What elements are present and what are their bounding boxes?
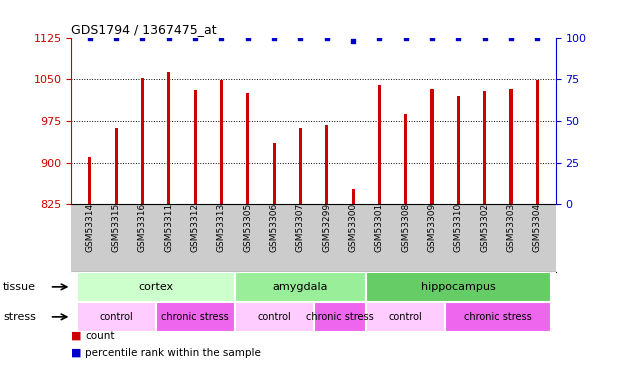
Text: control: control bbox=[99, 312, 133, 322]
Bar bbox=[430, 88, 433, 204]
Point bbox=[427, 35, 437, 41]
Text: chronic stress: chronic stress bbox=[306, 312, 374, 322]
Point bbox=[243, 35, 253, 41]
Bar bbox=[536, 80, 539, 204]
Point bbox=[137, 35, 147, 41]
Bar bbox=[235, 302, 314, 332]
Bar bbox=[483, 92, 486, 204]
Text: tissue: tissue bbox=[3, 282, 36, 292]
Point bbox=[190, 35, 200, 41]
Point bbox=[85, 35, 95, 41]
Bar bbox=[314, 302, 366, 332]
Bar bbox=[167, 72, 170, 204]
Point bbox=[111, 35, 121, 41]
Bar bbox=[194, 90, 197, 204]
Point bbox=[453, 35, 463, 41]
Bar bbox=[235, 272, 366, 302]
Text: cortex: cortex bbox=[138, 282, 173, 292]
Bar bbox=[509, 88, 512, 204]
Bar bbox=[351, 189, 355, 204]
Point bbox=[506, 35, 516, 41]
Bar bbox=[299, 128, 302, 204]
Text: ■: ■ bbox=[71, 331, 82, 340]
Point bbox=[374, 35, 384, 41]
Text: control: control bbox=[389, 312, 423, 322]
Bar bbox=[404, 114, 407, 204]
Bar bbox=[445, 302, 551, 332]
Point bbox=[401, 35, 410, 41]
Point bbox=[532, 35, 542, 41]
Text: chronic stress: chronic stress bbox=[161, 312, 229, 322]
Point bbox=[322, 35, 332, 41]
Text: amygdala: amygdala bbox=[273, 282, 328, 292]
Point bbox=[480, 35, 490, 41]
Text: chronic stress: chronic stress bbox=[464, 312, 532, 322]
Text: stress: stress bbox=[3, 312, 36, 322]
Point bbox=[217, 35, 227, 41]
Bar bbox=[366, 272, 551, 302]
Text: percentile rank within the sample: percentile rank within the sample bbox=[85, 348, 261, 357]
Bar bbox=[156, 302, 235, 332]
Bar bbox=[378, 85, 381, 204]
Bar bbox=[366, 302, 445, 332]
Point bbox=[296, 35, 306, 41]
Point bbox=[164, 35, 174, 41]
Bar bbox=[115, 128, 118, 204]
Text: count: count bbox=[85, 331, 115, 340]
Point bbox=[348, 38, 358, 44]
Text: GDS1794 / 1367475_at: GDS1794 / 1367475_at bbox=[71, 23, 217, 36]
Bar bbox=[457, 96, 460, 204]
Bar bbox=[88, 157, 91, 204]
Text: ■: ■ bbox=[71, 348, 82, 357]
Bar bbox=[220, 80, 223, 204]
Bar bbox=[325, 125, 329, 204]
Bar bbox=[76, 302, 156, 332]
Point bbox=[269, 35, 279, 41]
Bar bbox=[141, 78, 144, 204]
Text: hippocampus: hippocampus bbox=[421, 282, 496, 292]
Bar bbox=[246, 93, 250, 204]
Text: control: control bbox=[257, 312, 291, 322]
Bar bbox=[273, 143, 276, 204]
Bar bbox=[76, 272, 235, 302]
